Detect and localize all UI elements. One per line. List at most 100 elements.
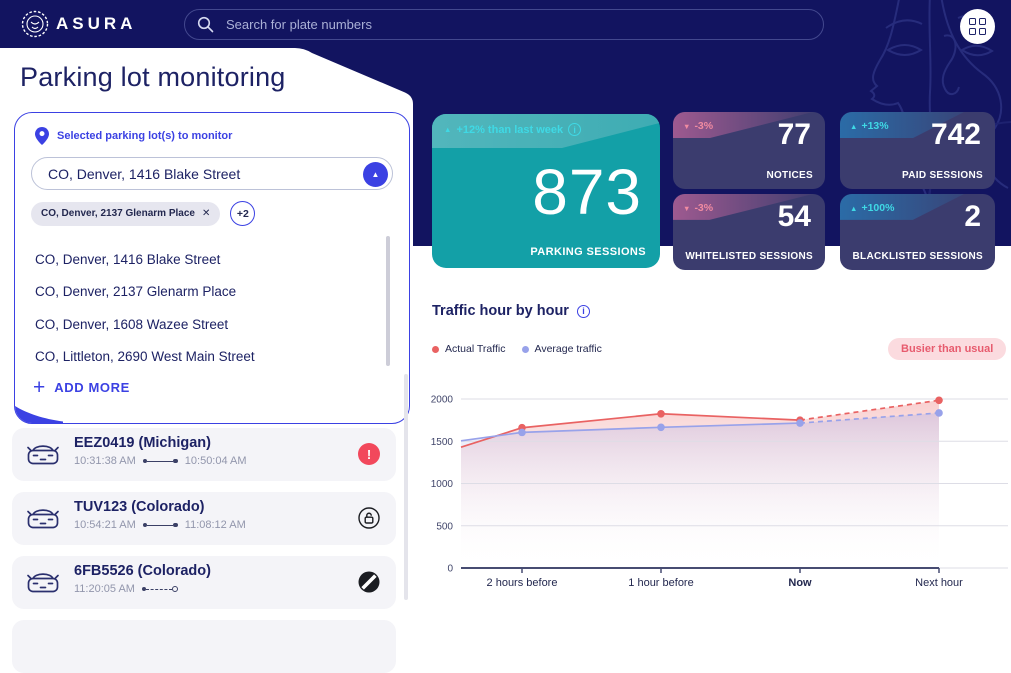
lot-selector-header: Selected parking lot(s) to monitor	[35, 127, 232, 145]
info-icon[interactable]	[568, 123, 582, 136]
svg-text:1000: 1000	[431, 479, 453, 490]
blacklisted-sessions-label: BLACKLISTED SESSIONS	[852, 251, 983, 262]
svg-text:Next hour: Next hour	[915, 577, 963, 589]
session-duration-connector	[141, 586, 179, 592]
lot-select-input[interactable]: CO, Denver, 1416 Blake Street ▲	[31, 157, 393, 190]
svg-text:500: 500	[436, 521, 453, 532]
unlocked-status-icon[interactable]	[358, 507, 380, 529]
trend-text: -3%	[694, 120, 714, 132]
chart-title: Traffic hour by hour	[432, 303, 569, 319]
apps-grid-icon	[969, 18, 986, 35]
trend-up-icon: ▲	[444, 125, 452, 134]
alert-status-icon[interactable]: !	[358, 443, 380, 465]
vehicle-row[interactable]	[12, 620, 396, 673]
trend-text: +13%	[861, 120, 889, 132]
add-more-button[interactable]: + ADD MORE	[33, 377, 130, 398]
paid-sessions-label: PAID SESSIONS	[902, 170, 983, 181]
actual-traffic-dot-icon	[432, 345, 439, 353]
search-icon	[197, 16, 214, 33]
trend-indicator: ▼ -3%	[683, 202, 713, 214]
blocked-status-icon[interactable]	[358, 571, 380, 593]
session-start-time: 11:20:05 AM	[74, 583, 135, 595]
card-fold-decoration	[15, 406, 63, 423]
trend-indicator: ▲ +100%	[850, 202, 894, 214]
trend-indicator: ▲ +13%	[850, 120, 889, 132]
lot-option[interactable]: CO, Denver, 1608 Wazee Street	[35, 316, 229, 332]
selected-lot-chip[interactable]: CO, Denver, 2137 Glenarm Place ✕	[31, 201, 221, 226]
more-lots-chip[interactable]: +2	[230, 201, 256, 226]
trend-indicator: ▲ +12% than last week	[444, 123, 582, 136]
lot-selector-label: Selected parking lot(s) to monitor	[57, 130, 233, 142]
parking-sessions-card: ▲ +12% than last week 873 PARKING SESSIO…	[432, 114, 660, 268]
search-input[interactable]	[224, 16, 811, 33]
lot-selector-card: Selected parking lot(s) to monitor CO, D…	[14, 112, 410, 424]
vehicle-row[interactable]: EEZ0419 (Michigan) 10:31:38 AM 10:50:04 …	[12, 428, 396, 481]
legend-label: Average traffic	[534, 343, 602, 355]
whitelisted-sessions-card: ▼ -3% 54 WHITELISTED SESSIONS	[673, 194, 825, 270]
legend-average-traffic: Average traffic	[521, 343, 602, 355]
trend-indicator: ▼ -3%	[683, 120, 713, 132]
vehicle-plate: TUV123 (Colorado)	[74, 499, 205, 515]
trend-text: +100%	[861, 202, 895, 214]
info-icon[interactable]	[576, 304, 590, 318]
legend-label: Actual Traffic	[445, 343, 506, 355]
svg-text:2000: 2000	[431, 395, 453, 406]
busier-than-usual-badge: Busier than usual	[888, 338, 1007, 360]
svg-text:1500: 1500	[431, 437, 453, 448]
trend-text: -3%	[694, 202, 714, 214]
whitelisted-sessions-label: WHITELISTED SESSIONS	[685, 251, 813, 262]
vehicle-plate: EEZ0419 (Michigan)	[74, 435, 211, 451]
trend-down-icon: ▼	[683, 121, 691, 131]
brand-name: ASURA	[56, 14, 137, 33]
session-start-time: 10:54:21 AM	[74, 519, 136, 531]
vehicle-session-time: 10:54:21 AM 11:08:12 AM	[74, 519, 246, 531]
blacklisted-sessions-card: ▲ +100% 2 BLACKLISTED SESSIONS	[840, 194, 995, 270]
whitelisted-sessions-value: 54	[777, 200, 811, 233]
chip-remove-icon[interactable]: ✕	[201, 208, 211, 219]
lot-option[interactable]: CO, Denver, 2137 Glenarm Place	[35, 284, 237, 300]
page-title: Parking lot monitoring	[20, 62, 286, 92]
trend-down-icon: ▼	[683, 203, 691, 213]
paid-sessions-value: 742	[930, 118, 981, 151]
car-icon	[27, 445, 59, 465]
lot-option[interactable]: CO, Littleton, 2690 West Main Street	[35, 349, 255, 365]
car-icon	[27, 509, 59, 529]
svg-text:Now: Now	[788, 577, 812, 589]
vehicle-plate: 6FB5526 (Colorado)	[74, 563, 211, 579]
search-bar[interactable]	[184, 9, 824, 40]
car-icon	[27, 573, 59, 593]
dropdown-scrollbar[interactable]	[386, 236, 390, 366]
blacklisted-sessions-value: 2	[964, 200, 981, 233]
legend-actual-traffic: Actual Traffic	[432, 343, 506, 355]
left-column-scrollbar[interactable]	[404, 374, 408, 600]
apps-menu-button[interactable]	[960, 9, 995, 44]
notices-card: ▼ -3% 77 NOTICES	[673, 112, 825, 189]
chart-title-row: Traffic hour by hour	[432, 303, 590, 319]
map-pin-icon	[35, 127, 49, 145]
vehicle-session-time: 11:20:05 AM	[74, 583, 211, 595]
session-end-time: 10:50:04 AM	[184, 455, 247, 467]
trend-text: +12% than last week	[456, 123, 564, 136]
parking-sessions-label: PARKING SESSIONS	[530, 246, 646, 258]
lot-select-value: CO, Denver, 1416 Blake Street	[48, 165, 241, 182]
traffic-line-chart: 0 500 1000 1500 2000 2 hours before 1 hour bef…	[431, 395, 1008, 589]
average-traffic-dot-icon	[521, 345, 529, 353]
svg-text:0: 0	[447, 564, 453, 575]
paid-sessions-card: ▲ +13% 742 PAID SESSIONS	[840, 112, 995, 189]
asura-logo-icon	[21, 10, 49, 38]
session-duration-connector	[142, 458, 178, 464]
chart-legend: Actual Traffic Average traffic	[432, 343, 602, 355]
vehicle-row[interactable]: 6FB5526 (Colorado) 11:20:05 AM	[12, 556, 396, 609]
collapse-dropdown-button[interactable]: ▲	[363, 161, 388, 187]
vehicle-session-time: 10:31:38 AM 10:50:04 AM	[74, 455, 247, 467]
trend-up-icon: ▲	[850, 203, 858, 213]
trend-up-icon: ▲	[850, 121, 858, 131]
chip-label: CO, Denver, 2137 Glenarm Place	[41, 208, 195, 219]
notices-value: 77	[777, 118, 811, 151]
lot-option[interactable]: CO, Denver, 1416 Blake Street	[35, 251, 221, 267]
session-end-time: 11:08:12 AM	[184, 519, 246, 531]
svg-text:1 hour before: 1 hour before	[628, 577, 693, 589]
notices-label: NOTICES	[766, 170, 813, 181]
vehicle-row[interactable]: TUV123 (Colorado) 10:54:21 AM 11:08:12 A…	[12, 492, 396, 545]
lot-options-list: CO, Denver, 1416 Blake Street CO, Denver…	[35, 243, 369, 373]
